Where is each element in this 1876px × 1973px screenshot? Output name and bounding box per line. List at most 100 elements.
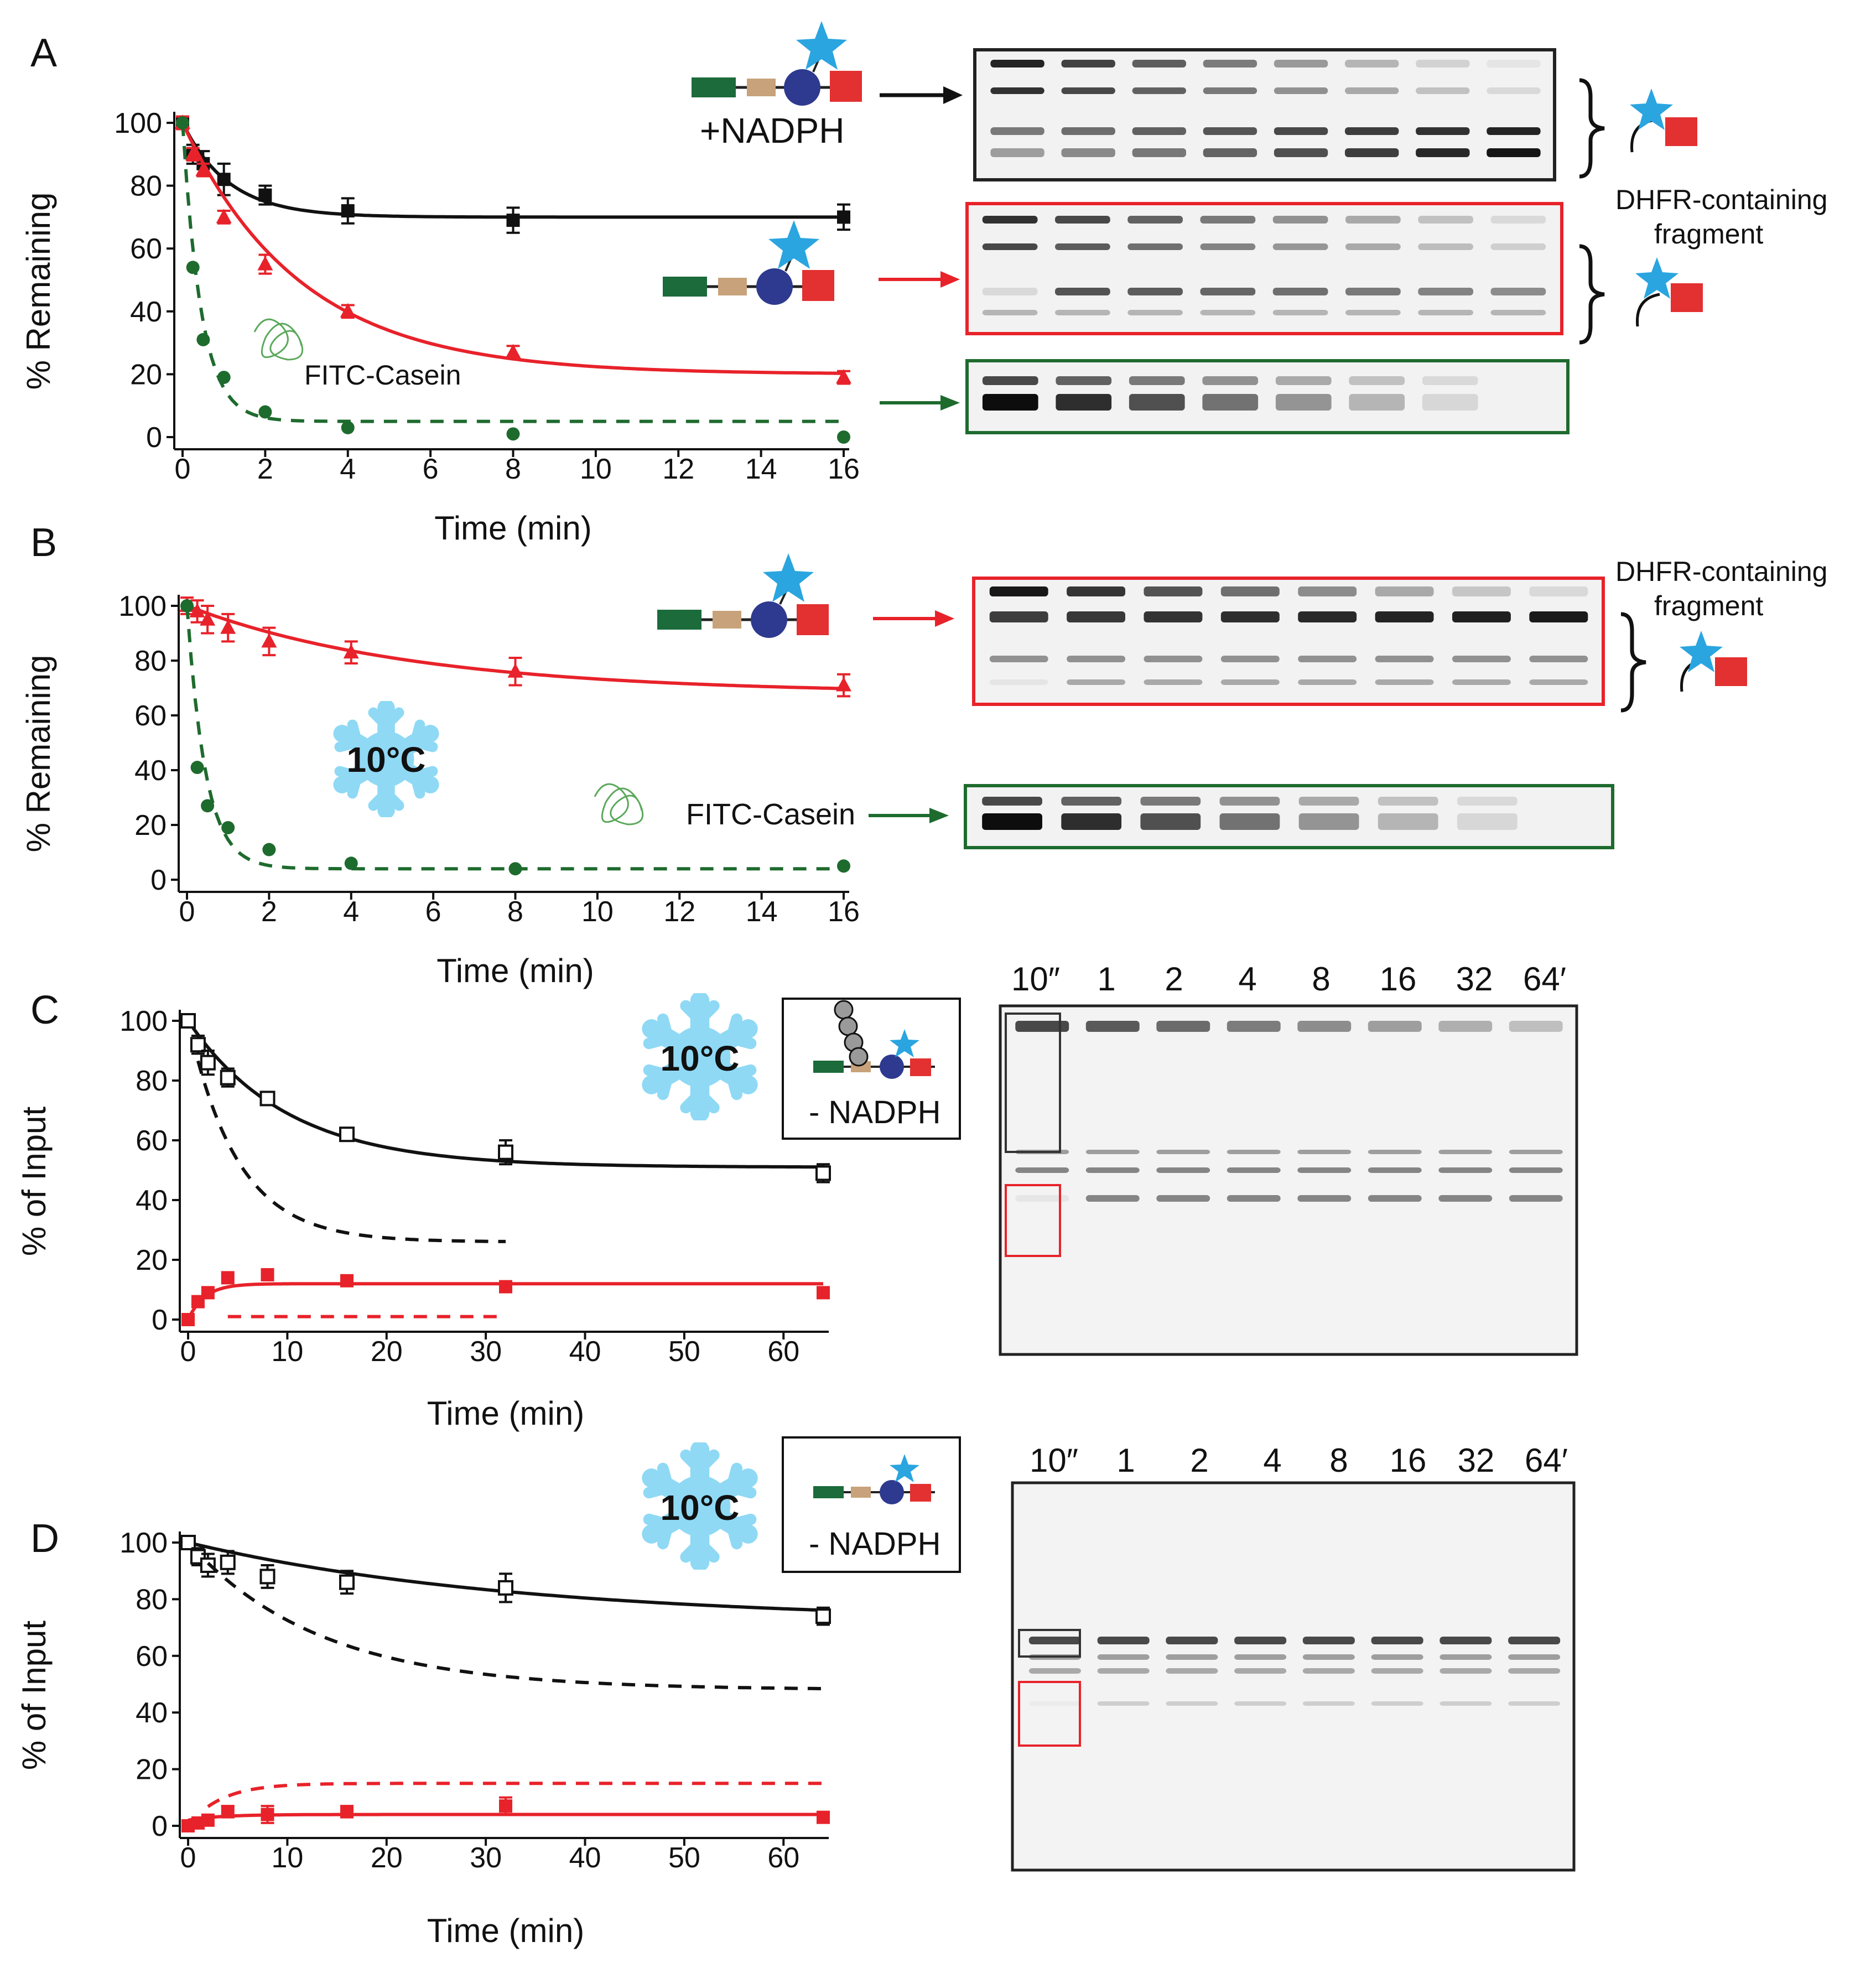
data-point (221, 1805, 235, 1819)
gel-band (1234, 1668, 1287, 1674)
gel-band (1345, 60, 1399, 68)
arrow-green-a-head (940, 395, 960, 411)
gel-band (1272, 243, 1328, 250)
gel-a-nadph (973, 48, 1556, 181)
gel-band (1368, 1167, 1422, 1173)
gel-band (1055, 310, 1110, 315)
gel-band (1274, 127, 1328, 135)
gel-band (1452, 656, 1511, 662)
data-point (815, 1608, 831, 1624)
y-tick-label: 40 (134, 755, 167, 787)
lane-label: 1 (1116, 1442, 1135, 1479)
gel-band (1302, 1668, 1355, 1674)
gel-band (1127, 288, 1183, 295)
y-tick-label: 20 (134, 809, 167, 842)
x-tick-label: 4 (343, 896, 359, 928)
data-point (217, 173, 231, 186)
gel-band (1200, 216, 1256, 224)
data-point (505, 344, 521, 359)
gel-band (1055, 288, 1110, 295)
data-point (340, 1805, 354, 1819)
data-point (220, 1554, 236, 1570)
gel-band (1144, 611, 1203, 622)
panel-a-chart: 0 20 40 60 80 100 0 2 4 6 8 10 12 14 16 Time (min) % Rem… (20, 107, 860, 547)
x-tick-label: 0 (179, 896, 195, 928)
x-tick-label: 0 (180, 1336, 196, 1368)
gel-band (1297, 1167, 1352, 1173)
gel-band (1509, 1021, 1563, 1032)
gel-band (1440, 1668, 1492, 1674)
gel-band (1028, 1668, 1081, 1674)
gel-band (1200, 310, 1256, 315)
x-tick-label: 60 (767, 1842, 799, 1874)
fragment-icon-a2 (1635, 257, 1703, 327)
gel-a-casein (965, 359, 1570, 434)
y-tick-label: 80 (134, 645, 167, 677)
x-tick-label: 2 (257, 453, 273, 485)
gel-band (1156, 1167, 1210, 1173)
gel-band (1509, 1150, 1563, 1154)
nadph-minus-label-d: - NADPH (809, 1526, 940, 1562)
gel-band (982, 376, 1038, 385)
gel-band (1297, 1150, 1352, 1154)
x-axis-title: Time (min) (434, 510, 591, 547)
x-tick-label: 2 (261, 896, 277, 928)
gel-band (1345, 216, 1401, 224)
gel-band (1055, 216, 1110, 224)
fragment-icon-b (1680, 631, 1747, 692)
gel-band (1220, 586, 1280, 596)
gel-band (1132, 127, 1186, 135)
y-tick-label: 60 (136, 1125, 168, 1157)
data-point (506, 214, 520, 227)
data-point (201, 799, 215, 813)
data-point (259, 1091, 276, 1107)
panel-d-chart: 0 20 40 60 80 100 0 10 20 30 40 50 60 Time (min) % of … (15, 1527, 831, 1949)
fit-curve (207, 1782, 823, 1808)
gel-band (982, 310, 1038, 315)
gel-band (1085, 1195, 1140, 1202)
gel-band (1061, 148, 1115, 157)
gel-band (1097, 1637, 1150, 1644)
data-point (180, 599, 194, 612)
y-tick-label: 0 (150, 864, 167, 896)
data-point (498, 1580, 513, 1596)
gel-band (1166, 1637, 1218, 1644)
y-tick-label: 20 (130, 359, 162, 391)
data-point (262, 843, 276, 856)
arrow-black-head (943, 86, 963, 104)
y-tick-label: 100 (119, 1005, 168, 1037)
gel-band (982, 243, 1038, 250)
gel-band (1509, 1195, 1563, 1202)
lane-labels-d: 10″ 1 2 4 8 16 32 64′ (1030, 1442, 1568, 1479)
gel-band (1203, 148, 1257, 157)
panel-b-label: B (30, 521, 57, 565)
x-tick-label: 0 (180, 1842, 196, 1874)
gel-band (1067, 611, 1126, 622)
lane-label: 4 (1238, 960, 1256, 998)
lane-label: 2 (1165, 960, 1183, 998)
construct-nadph-icon (692, 21, 862, 106)
gel-a-substrate (965, 202, 1563, 335)
data-point (815, 1165, 831, 1181)
data-point (261, 1268, 274, 1281)
gel-band (1490, 310, 1546, 315)
gel-band (982, 813, 1042, 830)
gel-band (1097, 1668, 1150, 1674)
fit-curve (181, 122, 844, 375)
data-point (186, 261, 200, 274)
data-point (220, 619, 236, 634)
gel-band (1274, 148, 1328, 157)
gel-band (1129, 376, 1185, 385)
data-point (200, 1055, 216, 1071)
y-axis-title: % Remaining (20, 655, 57, 853)
panel-d-label: D (30, 1517, 59, 1561)
gel-band (1085, 1167, 1140, 1173)
gel-band (1490, 288, 1546, 295)
gel-band (1220, 611, 1280, 622)
y-axis-title: % of Input (15, 1107, 53, 1257)
gel-band (1345, 310, 1401, 315)
x-tick-label: 16 (828, 453, 860, 485)
gel-band (1440, 1637, 1492, 1644)
data-point (180, 1013, 196, 1029)
nadph-minus-label-c: - NADPH (809, 1094, 940, 1130)
